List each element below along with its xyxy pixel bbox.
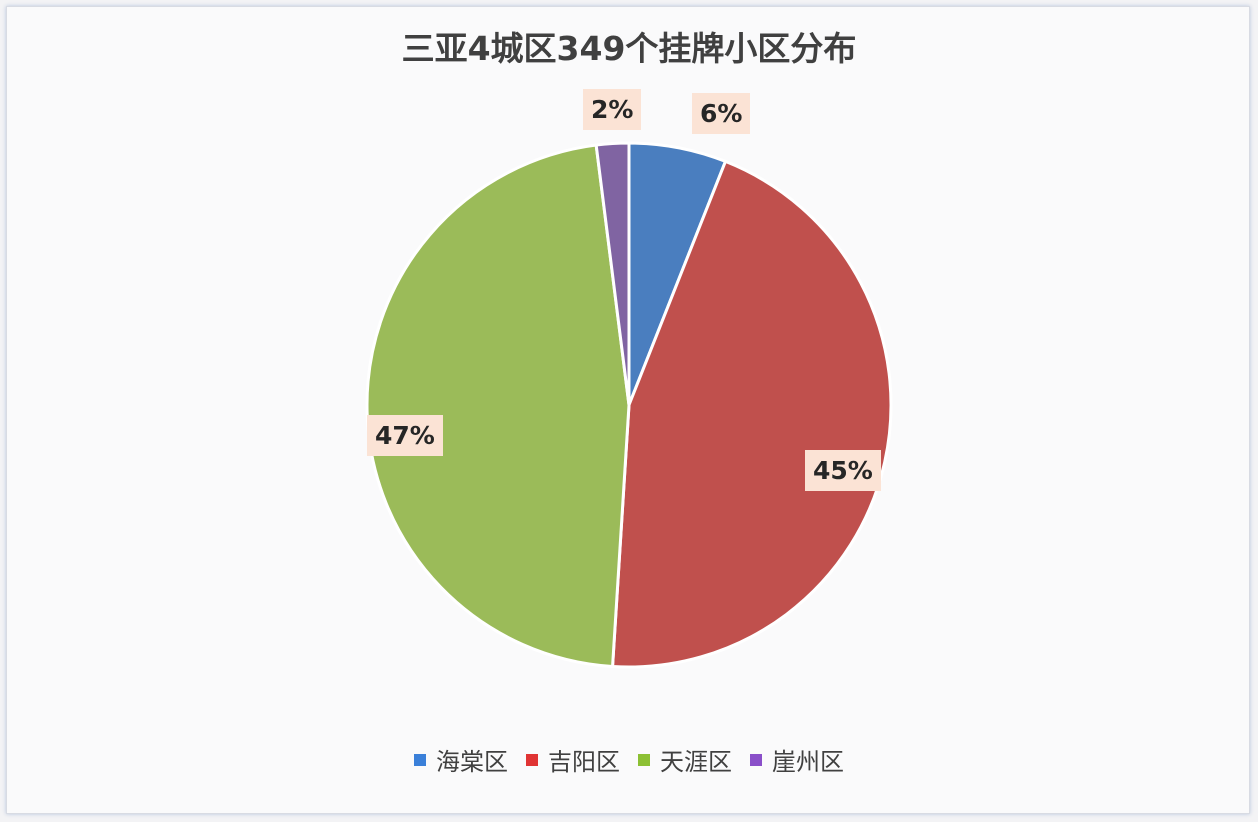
legend-label: 吉阳区 <box>548 748 620 776</box>
chart-title: 三亚4城区349个挂牌小区分布 <box>401 29 857 68</box>
pie-slice-2 <box>365 143 631 669</box>
pie-slice-1 <box>610 159 893 669</box>
legend-swatch <box>526 753 538 766</box>
legend-item: 吉阳区 <box>526 742 620 777</box>
legend-item: 崖州区 <box>750 742 844 777</box>
pie-slice-3 <box>594 141 631 406</box>
legend-swatch <box>750 753 762 766</box>
legend-label: 天涯区 <box>660 748 732 776</box>
legend: 海棠区 吉阳区 天涯区 崖州区 <box>0 742 1258 777</box>
legend-label: 海棠区 <box>436 748 508 776</box>
legend-swatch <box>414 753 426 766</box>
legend-item: 天涯区 <box>638 742 732 777</box>
data-label: 6% <box>692 92 751 134</box>
legend-item: 海棠区 <box>414 742 508 777</box>
legend-label: 崖州区 <box>772 748 844 776</box>
data-label: 2% <box>583 88 642 130</box>
legend-swatch <box>638 753 650 766</box>
data-label: 47% <box>367 414 443 456</box>
data-label: 45% <box>805 449 881 491</box>
